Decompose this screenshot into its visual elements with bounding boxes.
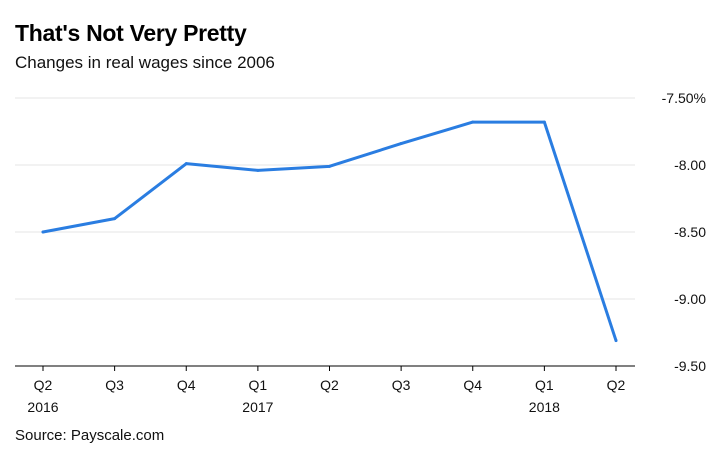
data-point (184, 162, 188, 166)
x-tick-label: Q3 (392, 377, 411, 393)
x-axis (15, 365, 635, 371)
data-point (256, 168, 260, 172)
x-tick-label: Q3 (105, 377, 124, 393)
data-point (113, 217, 117, 221)
y-tick-label: -8.50 (674, 224, 706, 240)
y-tick-label: -9.00 (674, 291, 706, 307)
x-tick-label: Q4 (177, 377, 196, 393)
source-note: Source: Payscale.com (15, 427, 165, 444)
y-tick-label: -7.50% (662, 90, 706, 106)
chart-subtitle: Changes in real wages since 2006 (15, 53, 275, 72)
gridlines (15, 97, 635, 300)
data-point (41, 230, 45, 234)
series-line (41, 120, 618, 343)
y-tick-label: -8.00 (674, 157, 706, 173)
x-tick-label: Q2 (607, 377, 626, 393)
tick-labels: -7.50% -8.00 -8.50 -9.00 -9.50 Q2 2016 Q3 Q4 Q1 20… (27, 90, 706, 415)
x-tick-label: Q2 (34, 377, 53, 393)
data-point (328, 164, 331, 168)
y-tick-label: -9.50 (674, 358, 706, 374)
x-tick-label: Q1 (249, 377, 268, 393)
x-tick-year-label: 2016 (27, 399, 58, 415)
x-tick-year-label: 2017 (242, 399, 273, 415)
x-tick-label: Q4 (463, 377, 482, 393)
x-tick-label: Q1 (535, 377, 554, 393)
chart-title: That's Not Very Pretty (15, 20, 247, 46)
data-point (471, 120, 475, 124)
x-tick-label: Q2 (320, 377, 339, 393)
data-point (399, 142, 403, 146)
x-tick-year-label: 2018 (529, 399, 560, 415)
series-layer (41, 120, 618, 343)
data-point (542, 120, 546, 124)
data-point (614, 339, 618, 343)
